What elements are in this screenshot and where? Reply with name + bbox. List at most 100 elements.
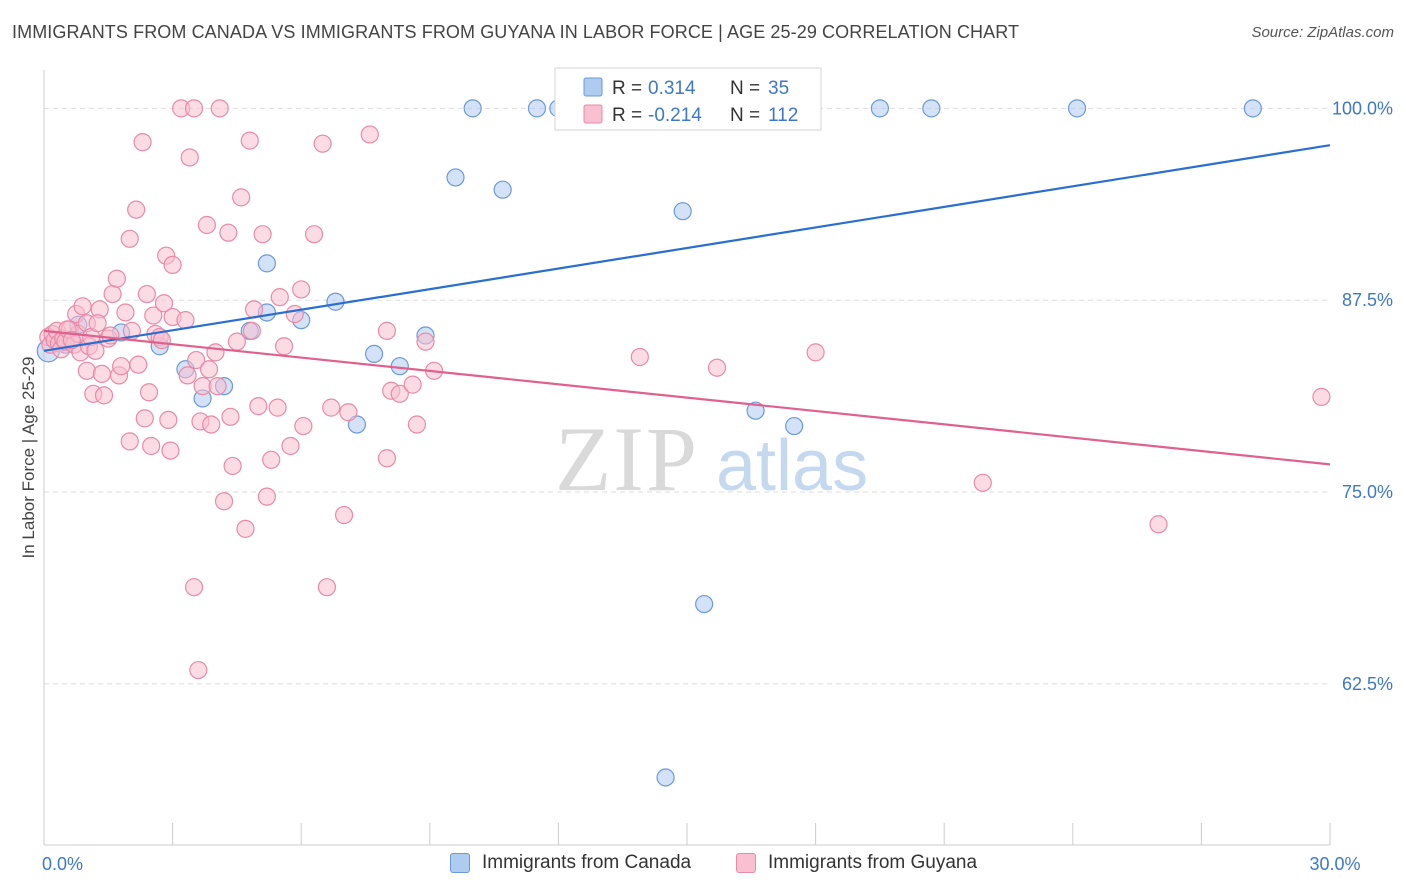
point-canada-14 bbox=[364, 344, 384, 364]
source-credit: Source: ZipAtlas.com bbox=[1251, 24, 1394, 41]
trend-lines bbox=[43, 144, 1331, 466]
y-tick-label-0: 100.0% bbox=[1332, 98, 1393, 118]
x-tick-label-0: 0.0% bbox=[42, 854, 83, 874]
point-guyana-25 bbox=[103, 284, 122, 304]
point-guyana-91 bbox=[339, 403, 358, 422]
point-guyana-67 bbox=[221, 407, 240, 426]
legend-n-label-canada: N = bbox=[730, 78, 760, 99]
tick-labels: 100.0% 87.5% 75.0% 62.5% 0.0% 30.0% bbox=[42, 98, 1393, 874]
point-guyana-35 bbox=[133, 133, 152, 152]
point-guyana-65 bbox=[214, 492, 234, 511]
point-canada-31 bbox=[922, 99, 941, 118]
point-canada-12 bbox=[326, 292, 345, 311]
point-guyana-86 bbox=[304, 225, 324, 244]
y-tick-label-1: 87.5% bbox=[1342, 290, 1393, 310]
point-guyana-71 bbox=[236, 519, 255, 538]
point-guyana-40 bbox=[144, 306, 163, 325]
point-guyana-30 bbox=[120, 229, 139, 248]
point-guyana-92 bbox=[360, 125, 379, 144]
point-guyana-39 bbox=[142, 436, 161, 456]
point-guyana-56 bbox=[189, 660, 208, 680]
point-guyana-33 bbox=[127, 200, 146, 219]
point-guyana-103 bbox=[806, 343, 825, 362]
point-guyana-50 bbox=[176, 311, 195, 330]
chart-title: IMMIGRANTS FROM CANADA VS IMMIGRANTS FRO… bbox=[12, 22, 1020, 42]
x-tick-label-1: 30.0% bbox=[1309, 854, 1360, 874]
point-canada-33 bbox=[1243, 99, 1262, 118]
point-guyana-108 bbox=[88, 314, 107, 333]
point-guyana-26 bbox=[107, 269, 126, 288]
point-guyana-60 bbox=[199, 360, 219, 379]
point-guyana-55 bbox=[187, 350, 206, 370]
point-guyana-88 bbox=[317, 578, 337, 597]
point-canada-18 bbox=[463, 99, 482, 118]
point-guyana-93 bbox=[377, 449, 397, 468]
point-canada-28 bbox=[746, 401, 765, 420]
y-axis-label: In Labor Force | Age 25-29 bbox=[19, 357, 38, 559]
point-guyana-14 bbox=[73, 297, 92, 316]
legend-item-canada: Immigrants from Canada bbox=[450, 852, 691, 874]
point-guyana-78 bbox=[262, 450, 281, 469]
point-canada-13 bbox=[347, 415, 367, 434]
legend-n-label-guyana: N = bbox=[730, 105, 760, 126]
point-canada-29 bbox=[785, 416, 804, 436]
point-guyana-52 bbox=[180, 148, 199, 167]
point-guyana-31 bbox=[120, 432, 139, 451]
watermark: ZIP atlas bbox=[555, 408, 868, 510]
point-guyana-84 bbox=[292, 280, 311, 299]
point-guyana-72 bbox=[240, 131, 259, 150]
point-guyana-38 bbox=[139, 383, 159, 402]
point-guyana-82 bbox=[281, 436, 300, 456]
point-guyana-64 bbox=[210, 99, 229, 118]
point-guyana-76 bbox=[253, 225, 272, 244]
point-guyana-79 bbox=[268, 398, 287, 417]
point-guyana-22 bbox=[92, 364, 111, 383]
point-guyana-94 bbox=[377, 321, 397, 340]
point-guyana-80 bbox=[270, 288, 289, 307]
point-guyana-28 bbox=[112, 357, 131, 376]
point-canada-19 bbox=[493, 180, 512, 199]
point-guyana-99 bbox=[416, 332, 435, 351]
point-guyana-87 bbox=[313, 134, 332, 153]
point-guyana-69 bbox=[227, 332, 246, 351]
watermark-zip: ZIP bbox=[555, 408, 699, 510]
point-guyana-54 bbox=[184, 578, 204, 597]
point-guyana-43 bbox=[154, 294, 174, 313]
legend-swatch-canada bbox=[583, 77, 603, 97]
y-tick-label-3: 62.5% bbox=[1342, 674, 1393, 694]
point-guyana-81 bbox=[274, 337, 294, 356]
point-guyana-102 bbox=[707, 358, 727, 377]
axes: In Labor Force | Age 25-29 bbox=[19, 70, 1331, 846]
trend-line-guyana bbox=[43, 329, 1331, 466]
point-guyana-37 bbox=[137, 284, 156, 304]
point-guyana-77 bbox=[257, 487, 277, 506]
point-guyana-23 bbox=[94, 386, 114, 405]
legend-bottom: Immigrants from Canada Immigrants from G… bbox=[0, 852, 1406, 876]
point-guyana-29 bbox=[116, 303, 135, 322]
point-guyana-111 bbox=[62, 330, 81, 350]
point-guyana-97 bbox=[403, 375, 422, 394]
legend-n-value-canada: 35 bbox=[768, 78, 789, 99]
trend-line-canada bbox=[43, 144, 1331, 352]
series-guyana-points bbox=[39, 99, 1331, 680]
point-canada-26 bbox=[695, 594, 714, 614]
point-guyana-73 bbox=[242, 321, 262, 340]
point-canada-25 bbox=[673, 202, 692, 221]
point-guyana-47 bbox=[163, 255, 182, 275]
point-guyana-70 bbox=[232, 188, 251, 207]
point-guyana-105 bbox=[1149, 515, 1168, 534]
point-guyana-101 bbox=[630, 347, 649, 367]
legend-n-value-guyana: 112 bbox=[768, 105, 798, 126]
point-guyana-34 bbox=[129, 355, 148, 374]
legend-swatch-guyana bbox=[736, 853, 756, 873]
point-guyana-106 bbox=[1312, 387, 1331, 406]
point-guyana-75 bbox=[249, 396, 268, 416]
legend-stats: R = 0.314 N = 35 R = -0.214 N = 112 bbox=[554, 67, 822, 131]
point-canada-10 bbox=[257, 254, 277, 273]
legend-label-canada: Immigrants from Canada bbox=[482, 852, 692, 873]
point-guyana-104 bbox=[973, 473, 992, 492]
point-canada-20 bbox=[527, 99, 547, 118]
point-guyana-89 bbox=[322, 398, 341, 417]
legend-r-value-guyana: -0.214 bbox=[648, 105, 702, 126]
y-tick-label-2: 75.0% bbox=[1342, 482, 1393, 502]
